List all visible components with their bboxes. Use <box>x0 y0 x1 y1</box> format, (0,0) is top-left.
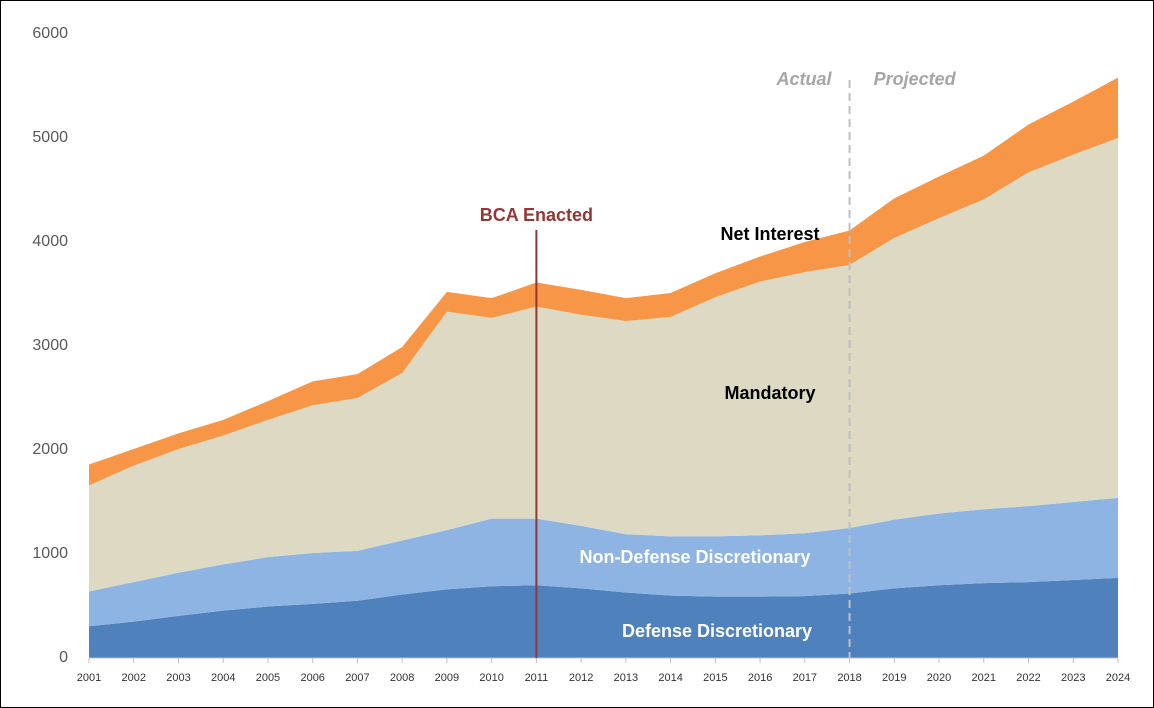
y-tick-label: 6000 <box>32 25 68 42</box>
actual-label: Actual <box>776 69 833 89</box>
area <box>89 77 1118 486</box>
y-tick-label: 4000 <box>32 233 68 250</box>
x-tick-label: 2002 <box>121 672 145 684</box>
area <box>89 138 1118 592</box>
x-tick-label: 2019 <box>882 672 906 684</box>
series-label: Net Interest <box>720 224 819 244</box>
x-tick-label: 2016 <box>748 672 772 684</box>
y-tick-label: 5000 <box>32 129 68 146</box>
x-tick-label: 2012 <box>569 672 593 684</box>
x-tick-label: 2020 <box>927 672 951 684</box>
series-label: Mandatory <box>724 383 815 403</box>
x-tick-label: 2013 <box>614 672 638 684</box>
x-tick-label: 2003 <box>166 672 190 684</box>
x-tick-label: 2022 <box>1016 672 1040 684</box>
x-tick-label: 2009 <box>435 672 459 684</box>
area <box>89 577 1118 658</box>
x-tick-label: 2004 <box>211 672 235 684</box>
series-label: Defense Discretionary <box>622 621 812 641</box>
x-tick-label: 2017 <box>793 672 817 684</box>
x-tick-label: 2023 <box>1061 672 1085 684</box>
x-tick-label: 2005 <box>256 672 280 684</box>
x-tick-label: 2001 <box>77 672 101 684</box>
y-tick-label: 2000 <box>32 441 68 458</box>
x-tick-label: 2015 <box>703 672 727 684</box>
y-tick-label: 0 <box>59 649 68 666</box>
x-tick-label: 2008 <box>390 672 414 684</box>
x-tick-label: 2021 <box>972 672 996 684</box>
y-tick-label: 3000 <box>32 337 68 354</box>
y-tick-label: 1000 <box>32 545 68 562</box>
x-tick-label: 2006 <box>300 672 324 684</box>
x-tick-label: 2024 <box>1106 672 1130 684</box>
x-tick-label: 2014 <box>658 672 682 684</box>
x-tick-label: 2007 <box>345 672 369 684</box>
x-tick-label: 2010 <box>479 672 503 684</box>
area <box>89 497 1118 627</box>
projected-label: Projected <box>874 69 957 89</box>
x-tick-label: 2018 <box>837 672 861 684</box>
x-tick-label: 2011 <box>525 672 549 684</box>
bca-label: BCA Enacted <box>480 205 593 225</box>
series-label: Non-Defense Discretionary <box>579 547 810 567</box>
